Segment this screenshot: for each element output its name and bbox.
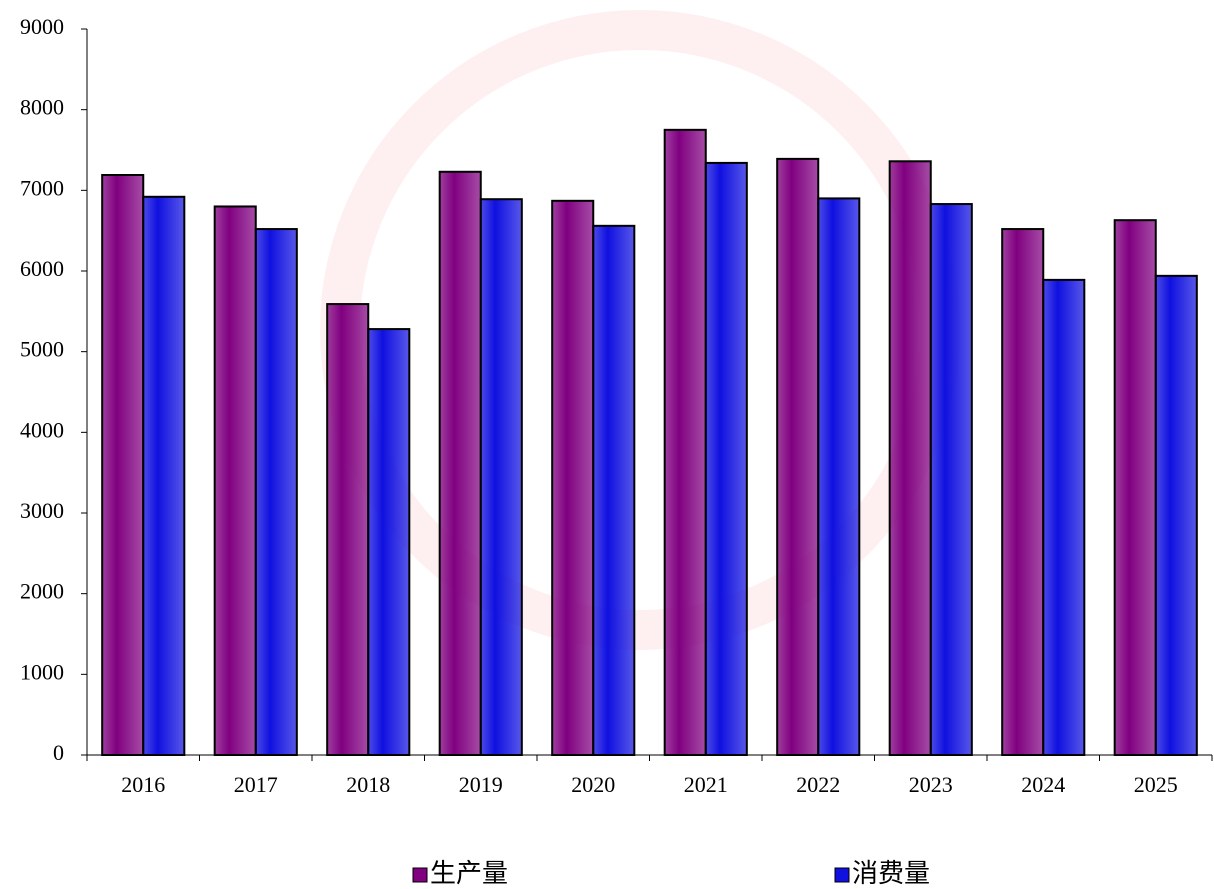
legend-swatch xyxy=(412,867,428,883)
x-tick-label: 2017 xyxy=(234,772,278,797)
x-tick-label: 2025 xyxy=(1134,772,1178,797)
x-tick-label: 2023 xyxy=(909,772,953,797)
bar xyxy=(776,157,820,756)
bar xyxy=(704,161,748,756)
bar xyxy=(254,228,298,756)
bar xyxy=(479,198,523,756)
x-tick-label: 2016 xyxy=(121,772,165,797)
legend-label: 生产量 xyxy=(430,859,508,888)
x-tick-label: 2019 xyxy=(459,772,503,797)
bar xyxy=(101,174,145,757)
y-tick-label: 8000 xyxy=(20,95,64,120)
bar xyxy=(1042,278,1086,756)
bar xyxy=(817,197,861,756)
y-tick-label: 4000 xyxy=(20,417,64,442)
y-tick-label: 7000 xyxy=(20,175,64,200)
legend-swatch xyxy=(834,867,850,883)
y-tick-label: 1000 xyxy=(20,659,64,684)
bar xyxy=(888,160,932,756)
bar xyxy=(142,195,186,756)
x-tick-label: 2022 xyxy=(796,772,840,797)
y-tick-label: 0 xyxy=(53,740,64,765)
bar xyxy=(367,328,411,756)
bar xyxy=(1154,274,1198,756)
bar xyxy=(929,203,973,756)
bar xyxy=(326,303,370,756)
y-tick-label: 2000 xyxy=(20,579,64,604)
bar xyxy=(663,128,707,757)
bar xyxy=(1001,228,1045,756)
bar xyxy=(438,170,482,756)
x-tick-label: 2024 xyxy=(1021,772,1065,797)
bar xyxy=(213,205,257,756)
x-tick-label: 2018 xyxy=(346,772,390,797)
x-tick-label: 2020 xyxy=(571,772,615,797)
legend-label: 消费量 xyxy=(852,859,930,888)
bar xyxy=(1113,219,1157,756)
x-tick-label: 2021 xyxy=(684,772,728,797)
y-tick-label: 6000 xyxy=(20,256,64,281)
bar xyxy=(551,199,595,756)
y-tick-label: 9000 xyxy=(20,14,64,39)
bar xyxy=(592,224,636,756)
y-tick-label: 5000 xyxy=(20,337,64,362)
y-tick-label: 3000 xyxy=(20,498,64,523)
